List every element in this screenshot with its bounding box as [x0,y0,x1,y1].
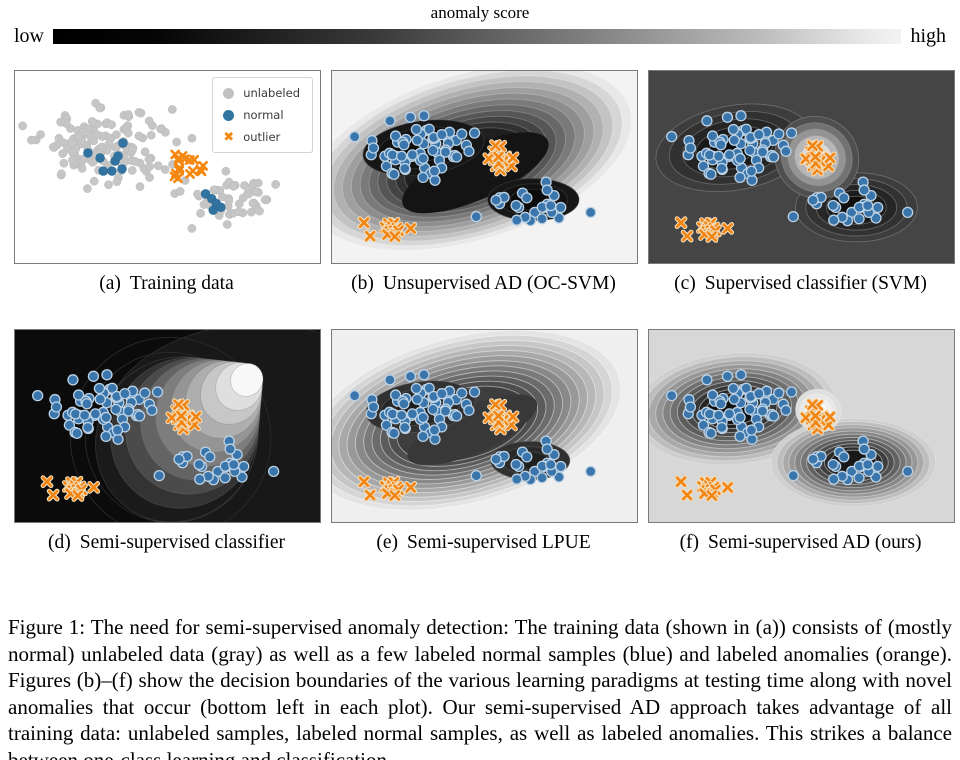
panel-b: (b) Unsupervised AD (OC-SVM) [331,70,638,329]
colorbar: anomaly score low high [0,0,960,46]
outlier-marker-icon: ✖ [223,129,235,145]
panel-e: (e) Semi-supervised LPUE [331,329,638,588]
panel-c: (c) Supervised classifier (SVM) [648,70,955,329]
panel-c-plot-area [648,70,955,264]
panel-a: unlabeled normal ✖ outlier (a) Training d… [14,70,321,329]
panel-e-caption: (e) Semi-supervised LPUE [376,532,591,553]
colorbar-high-label: high [910,25,946,47]
colorbar-low-label: low [14,25,44,47]
panel-c-caption: (c) Supervised classifier (SVM) [674,273,927,294]
panel-f-plot-area [648,329,955,523]
panel-d-caption: (d) Semi-supervised classifier [48,532,285,553]
figure-caption: Figure 1: The need for semi-supervised a… [8,615,952,760]
legend-label-normal: normal [243,108,284,122]
panel-a-caption: (a) Training data [99,273,234,294]
legend-label-unlabeled: unlabeled [243,86,300,100]
unlabeled-marker-icon [223,87,235,99]
panel-f: (f) Semi-supervised AD (ours) [648,329,955,588]
panel-b-contour-plot [332,71,637,263]
panel-d-plot-area [14,329,321,523]
panel-f-caption: (f) Semi-supervised AD (ours) [679,532,922,553]
normal-marker-icon [223,109,235,121]
panel-a-plot-area: unlabeled normal ✖ outlier [14,70,321,264]
subplot-grid: unlabeled normal ✖ outlier (a) Training d… [0,70,960,588]
legend-item-normal: normal [223,108,300,122]
colorbar-gradient [53,28,902,44]
panel-b-plot-area [331,70,638,264]
colorbar-title: anomaly score [430,3,530,22]
panel-b-caption: (b) Unsupervised AD (OC-SVM) [351,273,616,294]
panel-f-contour-plot [649,330,954,522]
panel-e-plot-area [331,329,638,523]
legend: unlabeled normal ✖ outlier [212,77,313,153]
legend-item-unlabeled: unlabeled [223,86,300,100]
panel-d: (d) Semi-supervised classifier [14,329,321,588]
panel-d-contour-plot [15,330,320,522]
legend-label-outlier: outlier [243,130,281,144]
panel-c-contour-plot [649,71,954,263]
legend-item-outlier: ✖ outlier [223,130,300,144]
panel-e-contour-plot [332,330,637,522]
